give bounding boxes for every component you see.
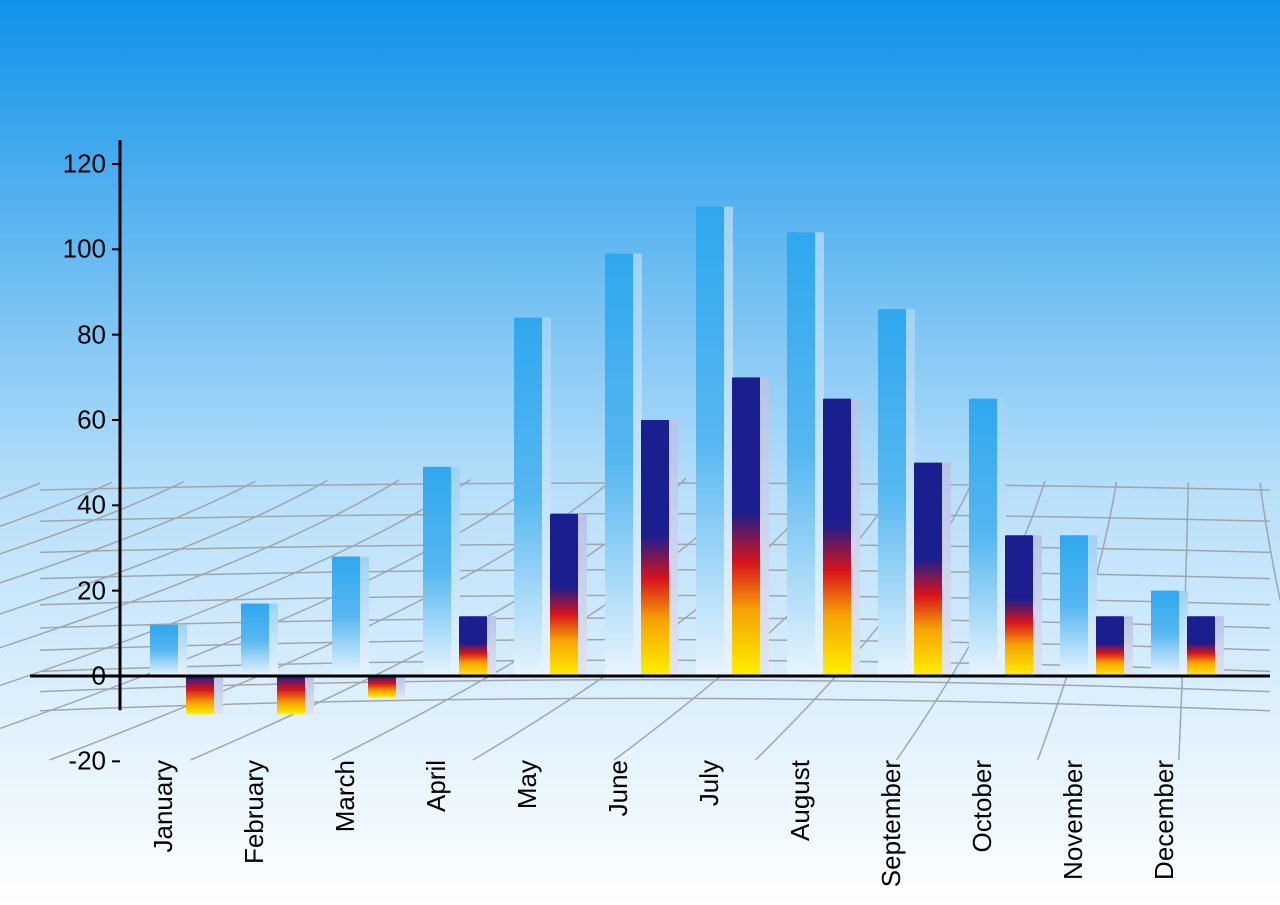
x-tick-label: February bbox=[239, 760, 270, 864]
y-tick-label: 80 bbox=[77, 319, 106, 350]
x-tick-label: December bbox=[1149, 760, 1180, 880]
x-tick-label: October bbox=[967, 760, 998, 853]
y-tick-label: 120 bbox=[63, 149, 106, 180]
y-tick-label: 20 bbox=[77, 575, 106, 606]
x-tick-label: November bbox=[1058, 760, 1089, 880]
x-tick-label: May bbox=[512, 760, 543, 809]
x-tick-label: June bbox=[603, 760, 634, 816]
x-tick-label: August bbox=[785, 760, 816, 841]
y-tick-label: 0 bbox=[92, 661, 106, 692]
x-tick-label: July bbox=[694, 760, 725, 806]
y-tick-label: 100 bbox=[63, 234, 106, 265]
y-tick-label: -20 bbox=[68, 746, 106, 777]
monthly-bar-chart: -20 0 20 40 60 80 100 120 January February March Ap… bbox=[0, 0, 1280, 905]
x-tick-label: April bbox=[421, 760, 452, 812]
x-tick-label: March bbox=[330, 760, 361, 832]
y-tick-label: 40 bbox=[77, 490, 106, 521]
x-tick-label: September bbox=[876, 760, 907, 887]
y-tick-label: 60 bbox=[77, 405, 106, 436]
x-tick-label: January bbox=[148, 760, 179, 853]
